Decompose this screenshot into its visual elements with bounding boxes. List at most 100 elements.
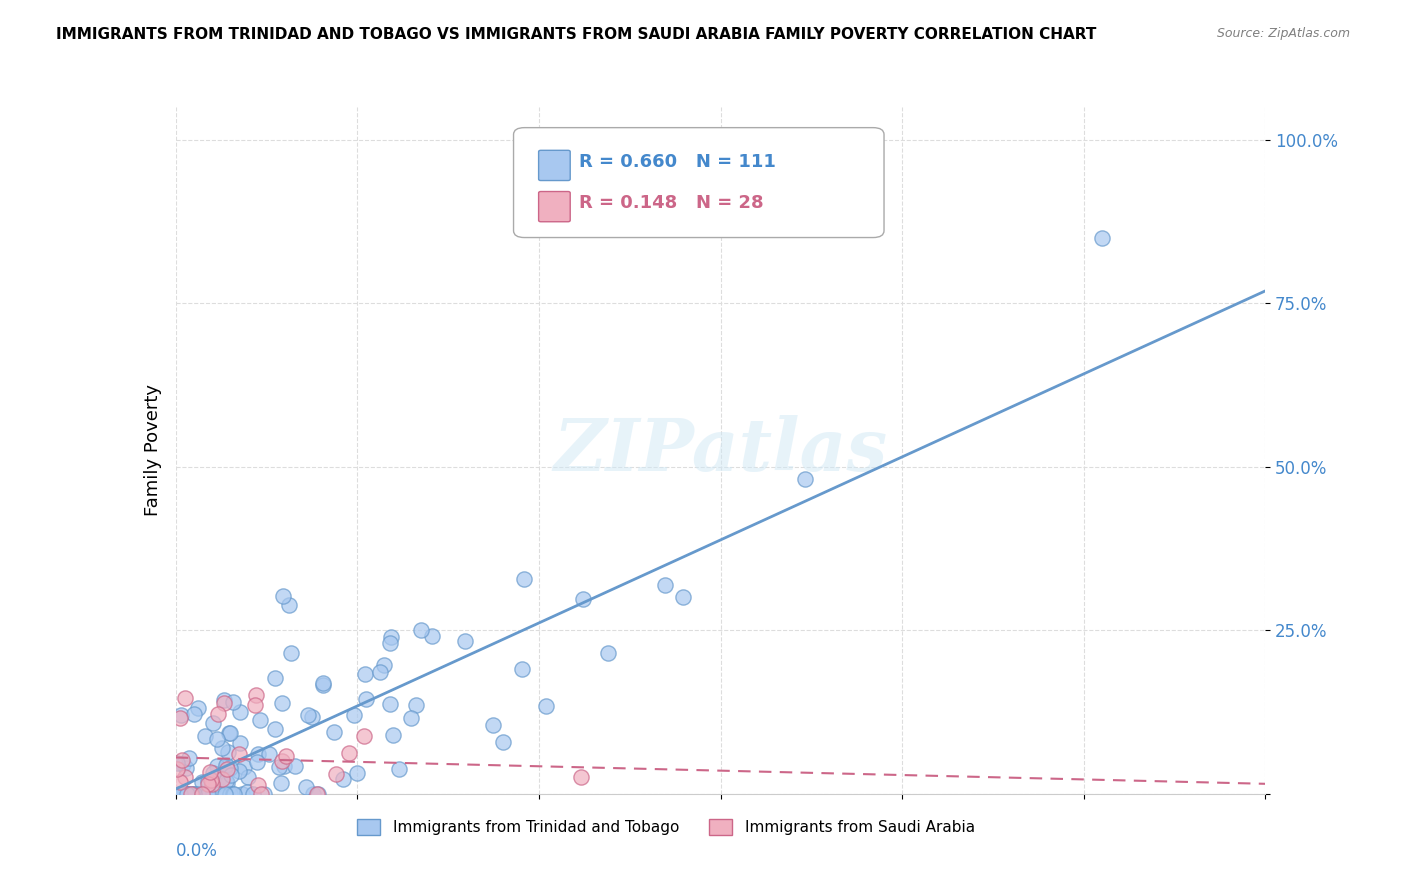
Point (218, 726, 240, 740)
Point (211, 772, 233, 786)
Point (245, 688, 267, 702)
Point (263, 722, 285, 736)
Point (200, 772, 222, 787)
Point (209, 770, 232, 784)
Point (212, 693, 235, 707)
Point (174, 761, 197, 775)
Point (312, 676, 335, 690)
Point (214, 696, 236, 710)
Point (378, 636, 401, 650)
Point (176, 787, 198, 801)
Point (307, 787, 329, 801)
Point (249, 714, 271, 728)
Point (301, 710, 323, 724)
FancyBboxPatch shape (513, 128, 884, 237)
Point (169, 711, 191, 725)
Point (280, 646, 302, 660)
Point (207, 732, 229, 747)
Point (513, 572, 536, 586)
Point (191, 787, 214, 801)
Point (346, 765, 368, 780)
Point (176, 787, 198, 801)
Point (191, 787, 214, 801)
Point (172, 787, 194, 801)
Point (224, 787, 246, 801)
Point (174, 691, 197, 706)
Point (179, 750, 201, 764)
Point (405, 698, 427, 712)
Point (229, 736, 252, 750)
Point (534, 699, 557, 714)
Point (399, 711, 422, 725)
Point (202, 765, 225, 780)
Point (218, 725, 240, 739)
Point (271, 696, 294, 710)
Point (264, 672, 287, 686)
Point (222, 787, 245, 801)
Point (246, 747, 269, 762)
Point (181, 787, 204, 801)
Point (228, 764, 250, 778)
Point (354, 667, 377, 681)
Point (380, 631, 402, 645)
Point (231, 787, 253, 801)
Point (166, 756, 188, 770)
Point (246, 755, 269, 769)
Point (215, 773, 238, 788)
Point (183, 787, 205, 801)
Point (271, 589, 294, 603)
Point (194, 787, 217, 801)
Point (176, 787, 198, 801)
Point (337, 747, 360, 761)
Point (228, 747, 250, 761)
Point (183, 787, 205, 801)
Point (187, 787, 209, 801)
Point (172, 787, 194, 801)
Point (214, 787, 236, 801)
Point (173, 770, 195, 784)
Point (381, 728, 404, 742)
Text: IMMIGRANTS FROM TRINIDAD AND TOBAGO VS IMMIGRANTS FROM SAUDI ARABIA FAMILY POVER: IMMIGRANTS FROM TRINIDAD AND TOBAGO VS I… (56, 27, 1097, 42)
Point (207, 707, 229, 722)
Point (215, 760, 238, 774)
Point (253, 787, 276, 801)
Point (180, 787, 202, 801)
Point (169, 787, 191, 801)
Text: ZIPatlas: ZIPatlas (554, 415, 887, 486)
Point (354, 692, 377, 706)
Text: R = 0.148   N = 28: R = 0.148 N = 28 (579, 194, 763, 212)
Point (332, 772, 354, 786)
Text: R = 0.660   N = 111: R = 0.660 N = 111 (579, 153, 776, 171)
Point (278, 598, 301, 612)
Text: Source: ZipAtlas.com: Source: ZipAtlas.com (1216, 27, 1350, 40)
Point (370, 665, 392, 680)
Point (481, 717, 503, 731)
Point (208, 787, 231, 801)
Point (322, 725, 344, 739)
Point (180, 787, 202, 801)
Point (654, 578, 676, 592)
Point (492, 734, 515, 748)
Point (312, 678, 335, 692)
Point (297, 708, 319, 723)
Point (202, 715, 225, 730)
Point (219, 768, 242, 782)
Point (169, 775, 191, 789)
Point (571, 770, 593, 784)
Point (236, 785, 259, 799)
Point (411, 623, 433, 637)
Point (325, 766, 347, 780)
Point (794, 472, 817, 486)
Point (217, 745, 239, 759)
Point (243, 698, 266, 712)
Point (183, 707, 205, 722)
FancyBboxPatch shape (538, 151, 571, 180)
Point (174, 787, 197, 801)
Point (242, 787, 264, 801)
Point (219, 787, 242, 801)
Point (572, 592, 595, 607)
Point (166, 762, 188, 776)
Point (305, 787, 328, 801)
Point (267, 759, 290, 773)
Point (353, 729, 375, 743)
